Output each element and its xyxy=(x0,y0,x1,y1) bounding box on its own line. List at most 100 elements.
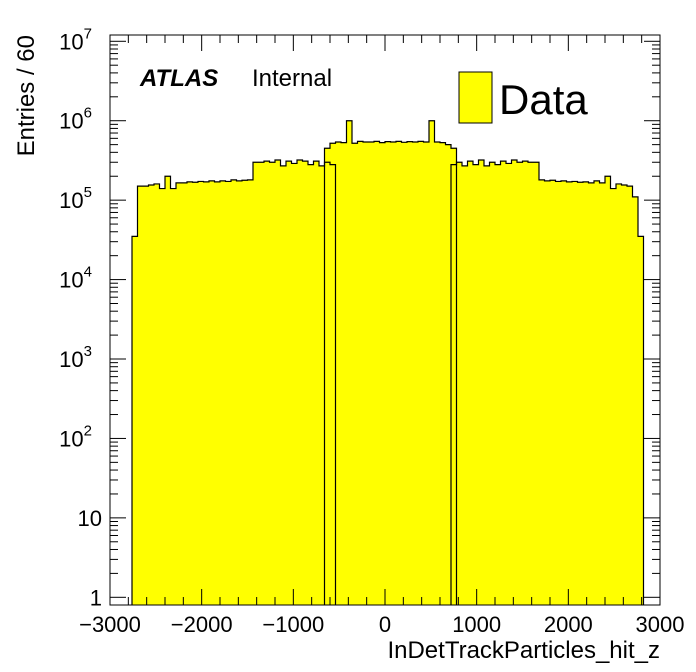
histogram-bin xyxy=(610,188,617,606)
histogram-bin xyxy=(517,162,523,605)
histogram-outline xyxy=(131,120,645,605)
histogram-bin xyxy=(346,120,353,605)
histogram-bin xyxy=(280,165,287,605)
histogram-bin xyxy=(599,182,606,605)
histogram-bin xyxy=(440,142,446,605)
histogram-bin xyxy=(269,162,276,605)
histogram-bin xyxy=(379,142,386,605)
histogram-bin xyxy=(385,141,391,605)
y-tick-label: 10 xyxy=(78,506,102,531)
histogram-bin xyxy=(583,181,589,605)
histogram-bin xyxy=(506,163,512,606)
legend-label-data: Data xyxy=(499,76,588,123)
histogram-bin xyxy=(286,161,292,605)
histogram-bin xyxy=(187,181,193,605)
histogram-bin xyxy=(132,236,138,605)
histogram-bin xyxy=(297,160,303,605)
histogram-bin xyxy=(423,141,430,606)
histogram-bin xyxy=(341,142,347,605)
histogram-bin xyxy=(401,142,408,606)
histogram-bin xyxy=(258,162,265,605)
y-axis-title: Entries / 60 xyxy=(13,35,40,156)
histogram-bin xyxy=(330,143,336,605)
x-tick-label: 3000 xyxy=(636,612,685,637)
histogram-bin xyxy=(473,164,479,605)
histogram-bin xyxy=(445,144,452,605)
histogram-segment-outline xyxy=(131,159,337,605)
histogram-bin xyxy=(253,162,259,605)
y-tick-label: 1 xyxy=(90,585,102,610)
x-axis-title: InDetTrackParticles_hit_z xyxy=(387,637,660,664)
histogram-bin xyxy=(429,120,435,605)
histogram-bin xyxy=(137,186,144,605)
histogram-bin xyxy=(495,164,501,605)
histogram-bin xyxy=(165,176,171,606)
y-tick-label: 105 xyxy=(59,184,92,213)
x-axis: −3000 −2000 −1000 0 1000 2000 3000 xyxy=(79,35,684,637)
histogram-bin xyxy=(396,141,402,605)
x-tick-label: 1000 xyxy=(452,612,501,637)
histogram-bin xyxy=(412,141,419,606)
histogram-bin xyxy=(352,143,358,605)
histogram-bin xyxy=(159,188,166,606)
histogram-bin xyxy=(308,164,314,605)
histogram-bin xyxy=(176,182,182,605)
histogram-bin xyxy=(335,141,342,606)
histogram-bin xyxy=(478,160,485,605)
histogram-bin xyxy=(550,180,556,605)
histogram-bin xyxy=(319,165,325,605)
histogram-bin xyxy=(418,141,424,605)
histogram-bin xyxy=(489,162,496,605)
histogram-bin xyxy=(264,161,270,605)
histogram-bin xyxy=(588,182,595,605)
histogram-bin xyxy=(143,186,149,605)
histogram-bin xyxy=(561,180,567,605)
legend: Data xyxy=(458,71,588,124)
legend-swatch-data xyxy=(458,71,493,124)
histogram-bin xyxy=(511,160,518,605)
y-tick-label: 107 xyxy=(59,25,92,54)
histogram-bin xyxy=(236,180,243,605)
histogram-bin xyxy=(363,141,369,606)
histogram-bin xyxy=(500,161,507,605)
histogram-bin xyxy=(467,161,474,605)
histogram-bin xyxy=(627,186,633,605)
histogram-bin xyxy=(566,181,573,605)
histogram-bin xyxy=(181,182,188,605)
histogram-segment-outline xyxy=(450,159,645,605)
histogram-bin xyxy=(231,179,237,605)
histogram-bin xyxy=(638,236,644,605)
y-tick-label: 103 xyxy=(59,343,92,372)
histogram-bin xyxy=(374,141,380,605)
histogram-bin xyxy=(220,180,226,605)
x-tick-label: −3000 xyxy=(79,612,141,637)
histogram-bin xyxy=(214,181,221,605)
histogram-bin xyxy=(154,183,160,605)
x-tick-label: −1000 xyxy=(262,612,324,637)
y-tick-label: 102 xyxy=(59,422,92,451)
histogram-bin xyxy=(544,180,551,605)
status-label: Internal xyxy=(252,65,332,92)
histogram-bin xyxy=(621,185,628,605)
histogram-segment-outline xyxy=(323,120,458,605)
histogram-bin xyxy=(390,141,397,606)
histogram-bars xyxy=(132,120,644,606)
histogram-bin xyxy=(522,161,529,605)
histogram-bin xyxy=(456,162,463,605)
histogram-bin xyxy=(313,161,320,605)
histogram-bin xyxy=(555,181,562,605)
histogram-bin xyxy=(324,148,331,605)
histogram-bin xyxy=(434,141,441,606)
histogram-bin xyxy=(533,162,540,605)
histogram-bin xyxy=(203,181,210,605)
histogram-bin xyxy=(198,181,204,605)
histogram-bin xyxy=(275,160,281,605)
histogram-bin xyxy=(451,164,457,605)
histogram-bin xyxy=(616,183,622,605)
histogram-bin xyxy=(528,162,534,605)
histogram-bin xyxy=(572,181,578,605)
y-tick-label: 104 xyxy=(59,264,92,293)
y-tick-label: 106 xyxy=(59,105,92,134)
histogram-bin xyxy=(594,180,600,605)
x-tick-label: 0 xyxy=(379,612,391,637)
